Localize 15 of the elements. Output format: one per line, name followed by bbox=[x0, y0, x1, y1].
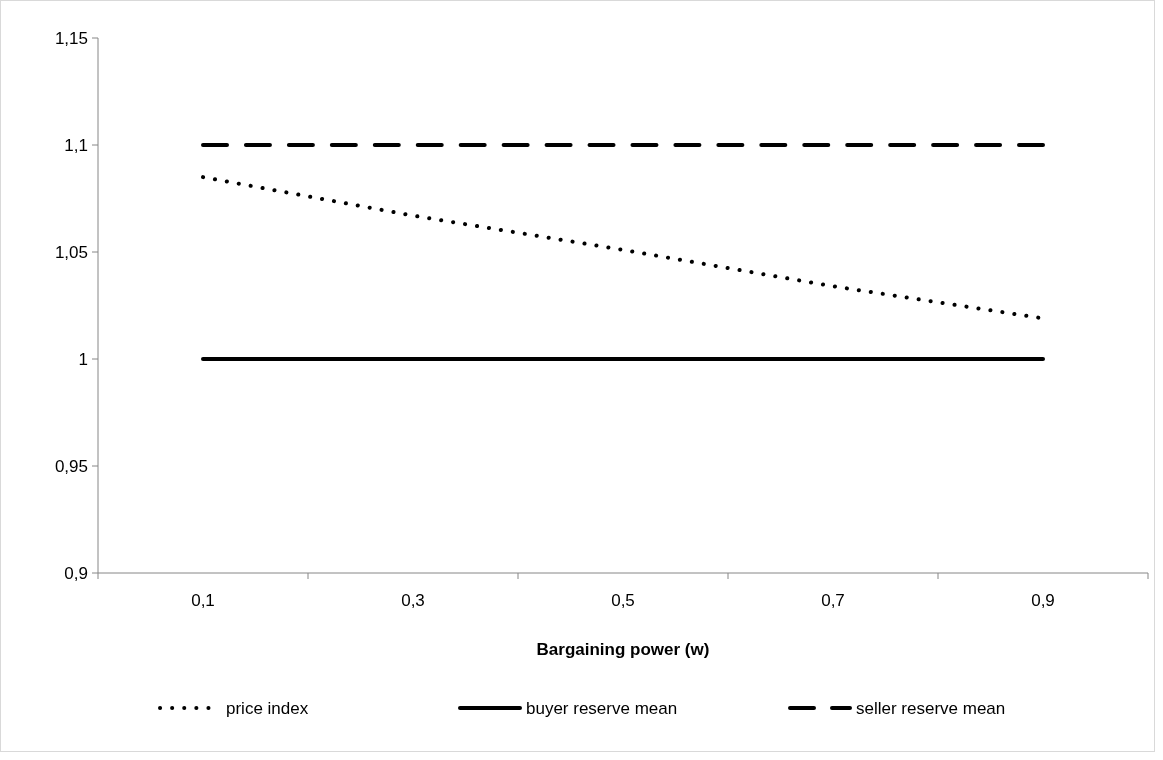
y-tick-label: 1,05 bbox=[54, 242, 88, 262]
y-tick-label: 1 bbox=[78, 349, 88, 369]
legend-label: buyer reserve mean bbox=[526, 698, 678, 718]
y-tick-label: 0,95 bbox=[54, 456, 88, 476]
x-tick-label: 0,3 bbox=[401, 591, 425, 610]
x-tick-label: 0,1 bbox=[191, 591, 215, 610]
x-tick-label: 0,7 bbox=[821, 591, 845, 610]
y-tick-label: 1,1 bbox=[64, 135, 88, 155]
x-tick-label: 0,9 bbox=[1031, 591, 1055, 610]
x-tick-label: 0,5 bbox=[611, 591, 635, 610]
x-axis-title: Bargaining power (w) bbox=[536, 640, 710, 659]
legend-label: seller reserve mean bbox=[856, 698, 1006, 718]
y-tick-label: 1,15 bbox=[54, 28, 88, 48]
legend-label: price index bbox=[226, 698, 309, 718]
y-tick-label: 0,9 bbox=[64, 563, 88, 583]
